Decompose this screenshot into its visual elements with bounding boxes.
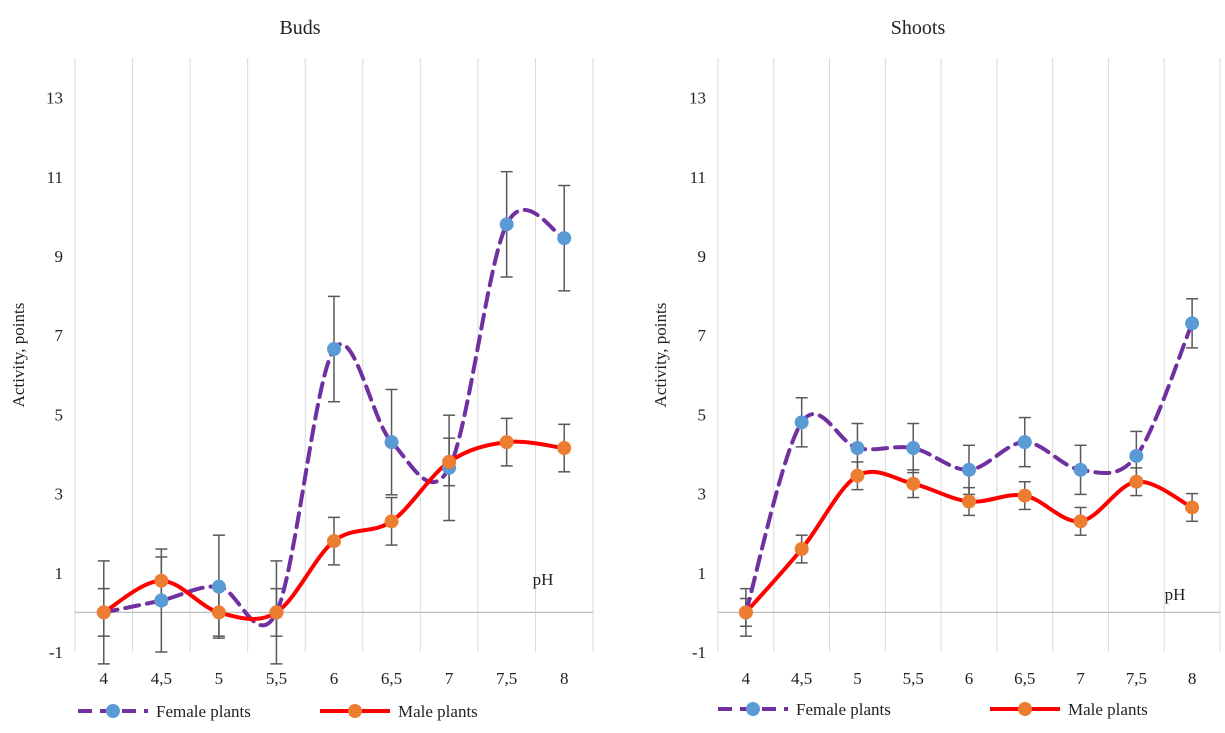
ph-annotation: pH [1165,585,1186,604]
x-tick-label: 6 [965,669,974,688]
legend-item: Male plants [990,700,1148,719]
x-tick-label: 5,5 [903,669,924,688]
legend-item: Female plants [718,700,891,719]
data-point [962,494,976,509]
series-female-plants [97,170,571,665]
legend-label: Female plants [796,700,891,719]
chart-title: Shoots [891,17,946,39]
data-point [327,342,341,357]
y-tick-label: -1 [49,643,63,662]
x-tick-label: 8 [560,669,569,688]
legend-marker [348,704,362,718]
y-tick-label: 13 [689,89,706,108]
data-point [850,441,865,456]
legend-marker [1018,702,1032,716]
data-point [850,468,865,483]
series-male-plants [739,461,1199,628]
data-point [384,435,399,450]
data-point [1073,462,1088,477]
y-tick-label: 11 [690,168,706,187]
y-tick-label: 7 [55,326,64,345]
data-point [557,231,572,246]
y-tick-label: 13 [46,89,63,108]
x-tick-label: 5 [853,669,862,688]
data-point [499,217,514,232]
legend-item: Female plants [78,702,251,721]
x-tick-label: 4,5 [151,669,172,688]
data-point [738,605,753,620]
y-tick-label: 3 [55,485,64,504]
data-point [794,415,809,430]
x-tick-label: 5 [215,669,224,688]
x-tick-label: 5,5 [266,669,287,688]
x-tick-label: 4 [100,669,109,688]
y-tick-label: 3 [698,485,707,504]
x-tick-label: 8 [1188,669,1197,688]
ph-annotation: pH [533,570,554,589]
y-tick-label: 5 [55,405,64,424]
y-axis-label: Activity, points [651,303,670,408]
x-tick-label: 7 [445,669,454,688]
data-point [557,441,572,456]
data-point [269,605,284,620]
data-point [154,573,169,588]
data-point [794,542,809,557]
legend-marker [746,702,760,716]
y-tick-label: 9 [698,247,707,266]
x-tick-label: 4,5 [791,669,812,688]
data-point [96,605,111,620]
data-point [384,514,399,529]
x-tick-label: 7 [1076,669,1085,688]
data-point [1017,435,1032,450]
data-point [211,605,226,620]
chart-title: Buds [279,17,320,39]
data-point [327,534,341,549]
legend-label: Female plants [156,702,251,721]
data-point [1129,448,1144,463]
legend-item: Male plants [320,702,478,721]
data-point [499,435,514,450]
data-point [962,462,976,477]
y-tick-label: 5 [698,405,707,424]
data-point [1185,316,1200,331]
y-tick-label: 11 [47,168,63,187]
x-tick-label: 7,5 [496,669,517,688]
x-tick-label: 6 [330,669,339,688]
data-point [154,593,169,608]
data-point [1129,474,1144,489]
y-tick-label: 9 [55,247,64,266]
legend-marker [106,704,120,718]
x-tick-label: 6,5 [381,669,402,688]
data-point [211,579,226,594]
data-point [1017,488,1032,503]
legend-label: Male plants [1068,700,1148,719]
legend-label: Male plants [398,702,478,721]
y-axis-label: Activity, points [9,303,28,408]
data-point [906,441,921,456]
series-male-plants [97,417,571,637]
y-tick-label: -1 [692,643,706,662]
data-point [906,476,921,491]
y-tick-label: 7 [698,326,707,345]
data-point [1073,514,1088,529]
x-tick-label: 7,5 [1126,669,1147,688]
y-tick-label: 1 [698,564,707,583]
y-tick-label: 1 [55,564,64,583]
x-tick-label: 6,5 [1014,669,1035,688]
data-point [442,454,457,469]
x-tick-label: 4 [742,669,751,688]
data-point [1185,500,1200,515]
